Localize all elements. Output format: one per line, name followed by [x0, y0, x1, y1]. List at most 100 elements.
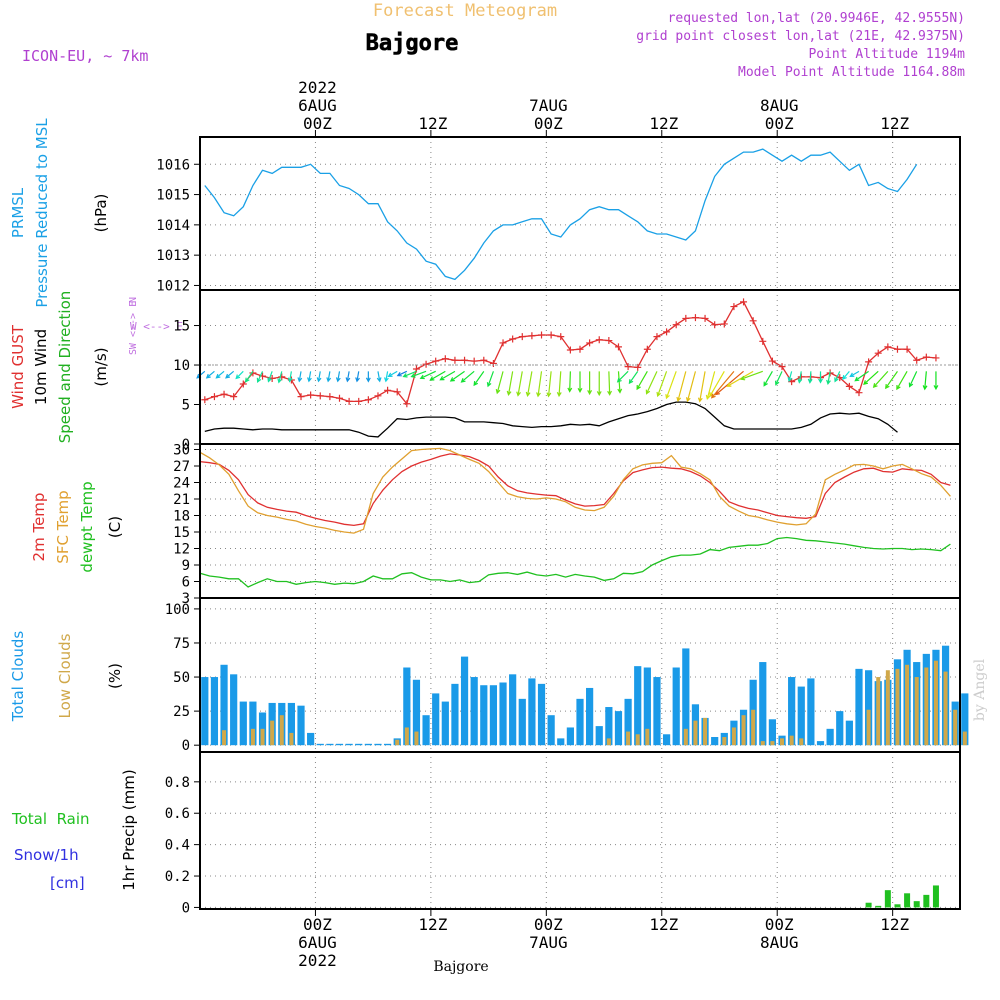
precip-bar: [865, 902, 872, 908]
clouds-bar: [789, 735, 794, 746]
wind-direction-arrow: [656, 371, 668, 398]
pressure-label-1: PRMSL: [9, 187, 27, 238]
gust-marker: [711, 321, 719, 329]
wind-direction-arrow: [516, 371, 523, 397]
clouds-bar: [499, 682, 507, 746]
wind-direction-arrow: [439, 370, 456, 381]
clouds-bar: [239, 701, 247, 746]
gust-marker: [326, 393, 334, 401]
temp-ytick-label: 15: [173, 525, 190, 541]
time-label-bottom: 2022: [298, 951, 337, 970]
wind-direction-arrow: [449, 370, 465, 382]
clouds-bar: [953, 709, 958, 746]
temp-ytick-label: 21: [173, 492, 190, 508]
clouds-bar: [826, 728, 834, 746]
gust-marker: [316, 392, 324, 400]
clouds-bar: [643, 667, 651, 746]
clouds-bar: [403, 667, 411, 746]
time-label-bottom: 12Z: [418, 915, 447, 934]
clouds-bar: [760, 741, 765, 746]
clouds-bar: [441, 701, 449, 746]
time-label-top: 12Z: [880, 114, 909, 133]
gust-marker: [653, 333, 661, 341]
wind-direction-arrow: [335, 371, 341, 383]
gust-marker: [422, 360, 430, 368]
clouds-bar: [489, 685, 498, 746]
clouds-bar: [297, 705, 305, 746]
gust-marker: [759, 337, 767, 345]
wind-direction-arrow: [225, 370, 235, 379]
gust-marker: [509, 335, 517, 343]
clouds-ytick-label: 75: [173, 636, 190, 652]
clouds-bar: [557, 738, 565, 746]
wind-direction-arrow: [863, 370, 879, 385]
clouds-bar: [586, 687, 594, 746]
wind-direction-arrow: [676, 371, 687, 403]
precip-bar: [913, 901, 920, 908]
clouds-bar: [537, 683, 546, 746]
precip-frame: [199, 751, 961, 910]
gust-marker: [249, 369, 257, 377]
temp-ytick-label: 12: [173, 542, 190, 558]
time-label-top: 12Z: [649, 114, 678, 133]
wind-direction-arrow: [908, 371, 918, 388]
wind-direction-arrow: [384, 371, 389, 383]
wind-direction-arrow: [297, 371, 303, 383]
pressure-ytick-label: 1012: [156, 278, 190, 294]
clouds-bar: [595, 726, 603, 746]
wind-direction-arrow: [797, 371, 803, 384]
gust-marker: [201, 396, 209, 404]
clouds-bar: [201, 677, 209, 746]
clouds-bar: [855, 668, 863, 746]
gust-marker: [278, 373, 286, 381]
wind-direction-arrow: [402, 370, 417, 378]
clouds-bar: [614, 711, 623, 746]
clouds-bar: [836, 711, 844, 746]
time-label-bottom: 12Z: [649, 915, 678, 934]
clouds-bar: [645, 728, 650, 746]
wind-direction-arrow: [205, 370, 215, 379]
wind-direction-arrow: [326, 371, 332, 383]
wind-direction-arrow: [376, 371, 382, 383]
point-altitude: Point Altitude 1194m: [808, 47, 965, 62]
clouds-bar: [816, 741, 825, 746]
gust-marker: [624, 363, 632, 371]
clouds-bar: [788, 677, 796, 746]
clouds-bar: [470, 677, 478, 746]
gust-marker: [586, 339, 594, 347]
clouds-bar: [412, 679, 421, 746]
compass-s: S: [128, 349, 139, 355]
clouds-bar: [865, 670, 873, 746]
wind-direction-arrow: [495, 371, 504, 395]
gust-marker: [903, 345, 911, 353]
wind-direction-arrow: [587, 371, 593, 396]
gust-marker: [605, 337, 613, 345]
time-label-bottom: 12Z: [880, 915, 909, 934]
gust-marker: [865, 358, 873, 366]
clouds-bar: [741, 715, 746, 746]
clouds-bar: [355, 743, 363, 746]
wind-direction-arrow: [396, 370, 408, 377]
clouds-bar: [722, 737, 727, 746]
gust-marker: [740, 298, 748, 306]
gust-marker: [855, 389, 863, 397]
clouds-bar: [528, 678, 536, 746]
wind-direction-arrow: [834, 371, 841, 383]
clouds-bar: [961, 693, 969, 746]
gust-marker: [557, 333, 565, 341]
temp-line-2: [199, 536, 951, 588]
gust-marker: [364, 396, 372, 404]
compass-we: W <--> E: [128, 301, 139, 349]
gust-marker: [874, 349, 882, 357]
clouds-bar: [230, 674, 238, 746]
wind-direction-arrow: [607, 371, 613, 396]
wind-direction-arrow: [567, 371, 573, 393]
watermark: by Angel: [972, 658, 988, 721]
wind-direction-arrow: [636, 371, 648, 391]
clouds-bar: [566, 727, 574, 746]
wind-direction-arrow: [807, 371, 813, 384]
clouds-bar: [547, 715, 555, 746]
location-title: Bajgore: [366, 31, 459, 56]
clouds-ytick-label: 100: [165, 602, 190, 618]
gust-marker: [297, 393, 305, 401]
